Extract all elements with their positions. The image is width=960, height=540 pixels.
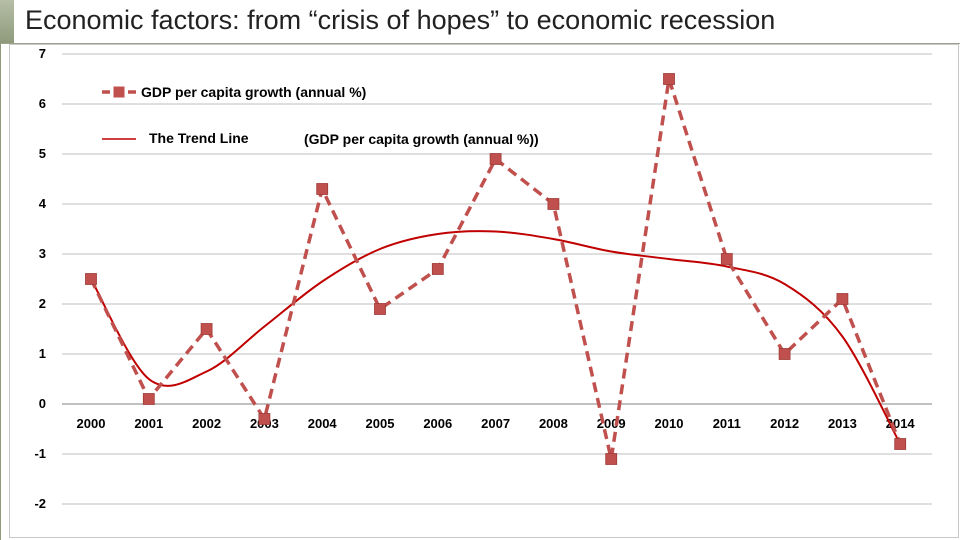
legend-gdp-label: GDP per capita growth (annual %) — [141, 84, 366, 100]
gdp-data-point — [894, 438, 907, 450]
gdp-data-point — [374, 303, 386, 315]
gdp-data-point — [316, 183, 329, 195]
x-tick-label: 2011 — [713, 416, 741, 431]
trend-line — [90, 230, 902, 445]
gdp-data-point — [836, 293, 849, 305]
gdp-data-point — [85, 273, 97, 285]
gdp-data-point — [605, 453, 618, 465]
gdp-data-point — [200, 323, 213, 335]
gdp-data-point — [778, 348, 791, 360]
gdp-data-point — [489, 153, 502, 165]
y-tick-label: -1 — [34, 446, 46, 461]
gdp-data-point — [720, 253, 733, 265]
y-tick-label: -2 — [34, 496, 46, 511]
x-tick-label: 2002 — [192, 416, 221, 431]
gdp-data-point — [431, 263, 444, 275]
y-tick-label: 5 — [39, 146, 46, 161]
x-tick-label: 2006 — [423, 416, 452, 431]
y-tick-label: 4 — [39, 196, 47, 211]
y-tick-label: 0 — [39, 396, 46, 411]
gdp-data-point — [258, 413, 271, 425]
gdp-data-point — [142, 393, 155, 405]
x-tick-label: 2000 — [77, 416, 106, 431]
gdp-series-line — [89, 78, 902, 460]
x-tick-label: 2007 — [481, 416, 510, 431]
title-bar: Economic factors: from “crisis of hopes”… — [0, 0, 960, 44]
chart-frame — [9, 44, 959, 538]
y-tick-label: 2 — [39, 296, 46, 311]
legend-gdp-swatch-marker — [113, 86, 125, 98]
gdp-data-point — [663, 73, 675, 85]
slide-title: Economic factors: from “crisis of hopes”… — [25, 5, 776, 35]
legend-trend-label: The Trend Line — [149, 130, 249, 146]
y-tick-label: 3 — [39, 246, 46, 261]
x-tick-label: 2010 — [655, 416, 684, 431]
x-tick-label: 2005 — [366, 416, 395, 431]
y-tick-label: 6 — [39, 96, 46, 111]
x-tick-label: 2013 — [828, 416, 857, 431]
x-tick-label: 2001 — [134, 416, 163, 431]
gdp-data-point — [547, 198, 560, 210]
left-rule — [0, 43, 1, 540]
y-tick-label: 7 — [39, 46, 46, 61]
y-tick-label: 1 — [39, 346, 46, 361]
x-tick-label: 2004 — [308, 416, 338, 431]
x-tick-label: 2012 — [770, 416, 799, 431]
title-accent-bar — [0, 0, 14, 43]
legend-trend-suffix: (GDP per capita growth (annual %)) — [304, 131, 539, 147]
x-tick-label: 2008 — [539, 416, 568, 431]
